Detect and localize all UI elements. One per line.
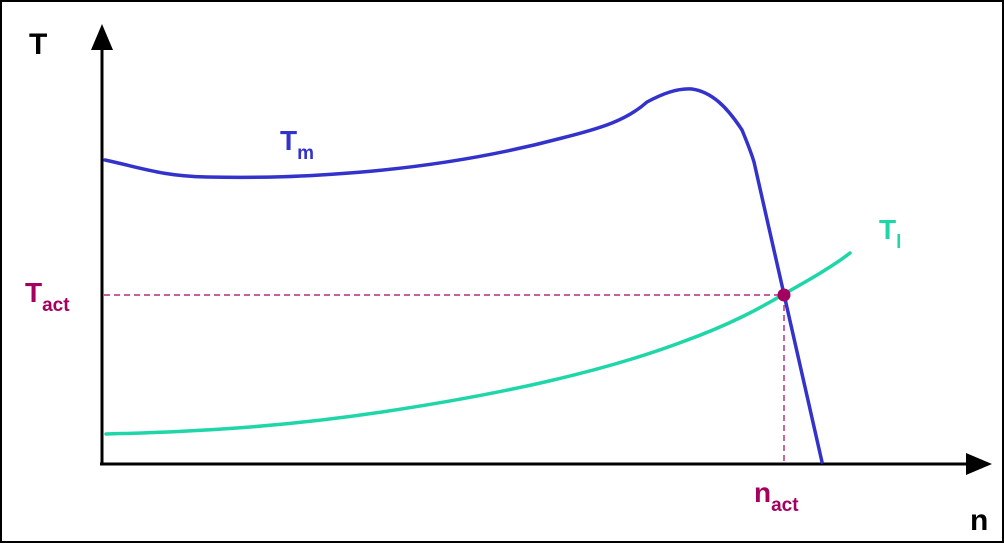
x-axis-arrow-icon xyxy=(966,453,992,475)
motor-curve-label: Tm xyxy=(280,125,314,164)
tact-label-main: T xyxy=(25,277,42,308)
load-curve-label-main: T xyxy=(879,214,896,245)
load-curve-label-sub: l xyxy=(896,232,901,253)
y-axis-arrow-icon xyxy=(91,24,113,50)
nact-label-main: n xyxy=(754,477,771,508)
nact-label-sub: act xyxy=(771,495,799,516)
tact-label-sub: act xyxy=(42,295,70,316)
y-axis-label: T xyxy=(29,28,47,61)
motor-torque-curve xyxy=(103,87,824,464)
motor-curve-label-main: T xyxy=(280,125,297,156)
nact-label: nact xyxy=(754,477,799,516)
load-torque-curve xyxy=(104,251,852,436)
tact-label: Tact xyxy=(25,277,70,316)
operating-point-marker xyxy=(777,288,791,302)
x-axis-label: n xyxy=(970,504,988,537)
load-curve-label: Tl xyxy=(879,214,901,253)
motor-curve-label-sub: m xyxy=(297,143,314,164)
